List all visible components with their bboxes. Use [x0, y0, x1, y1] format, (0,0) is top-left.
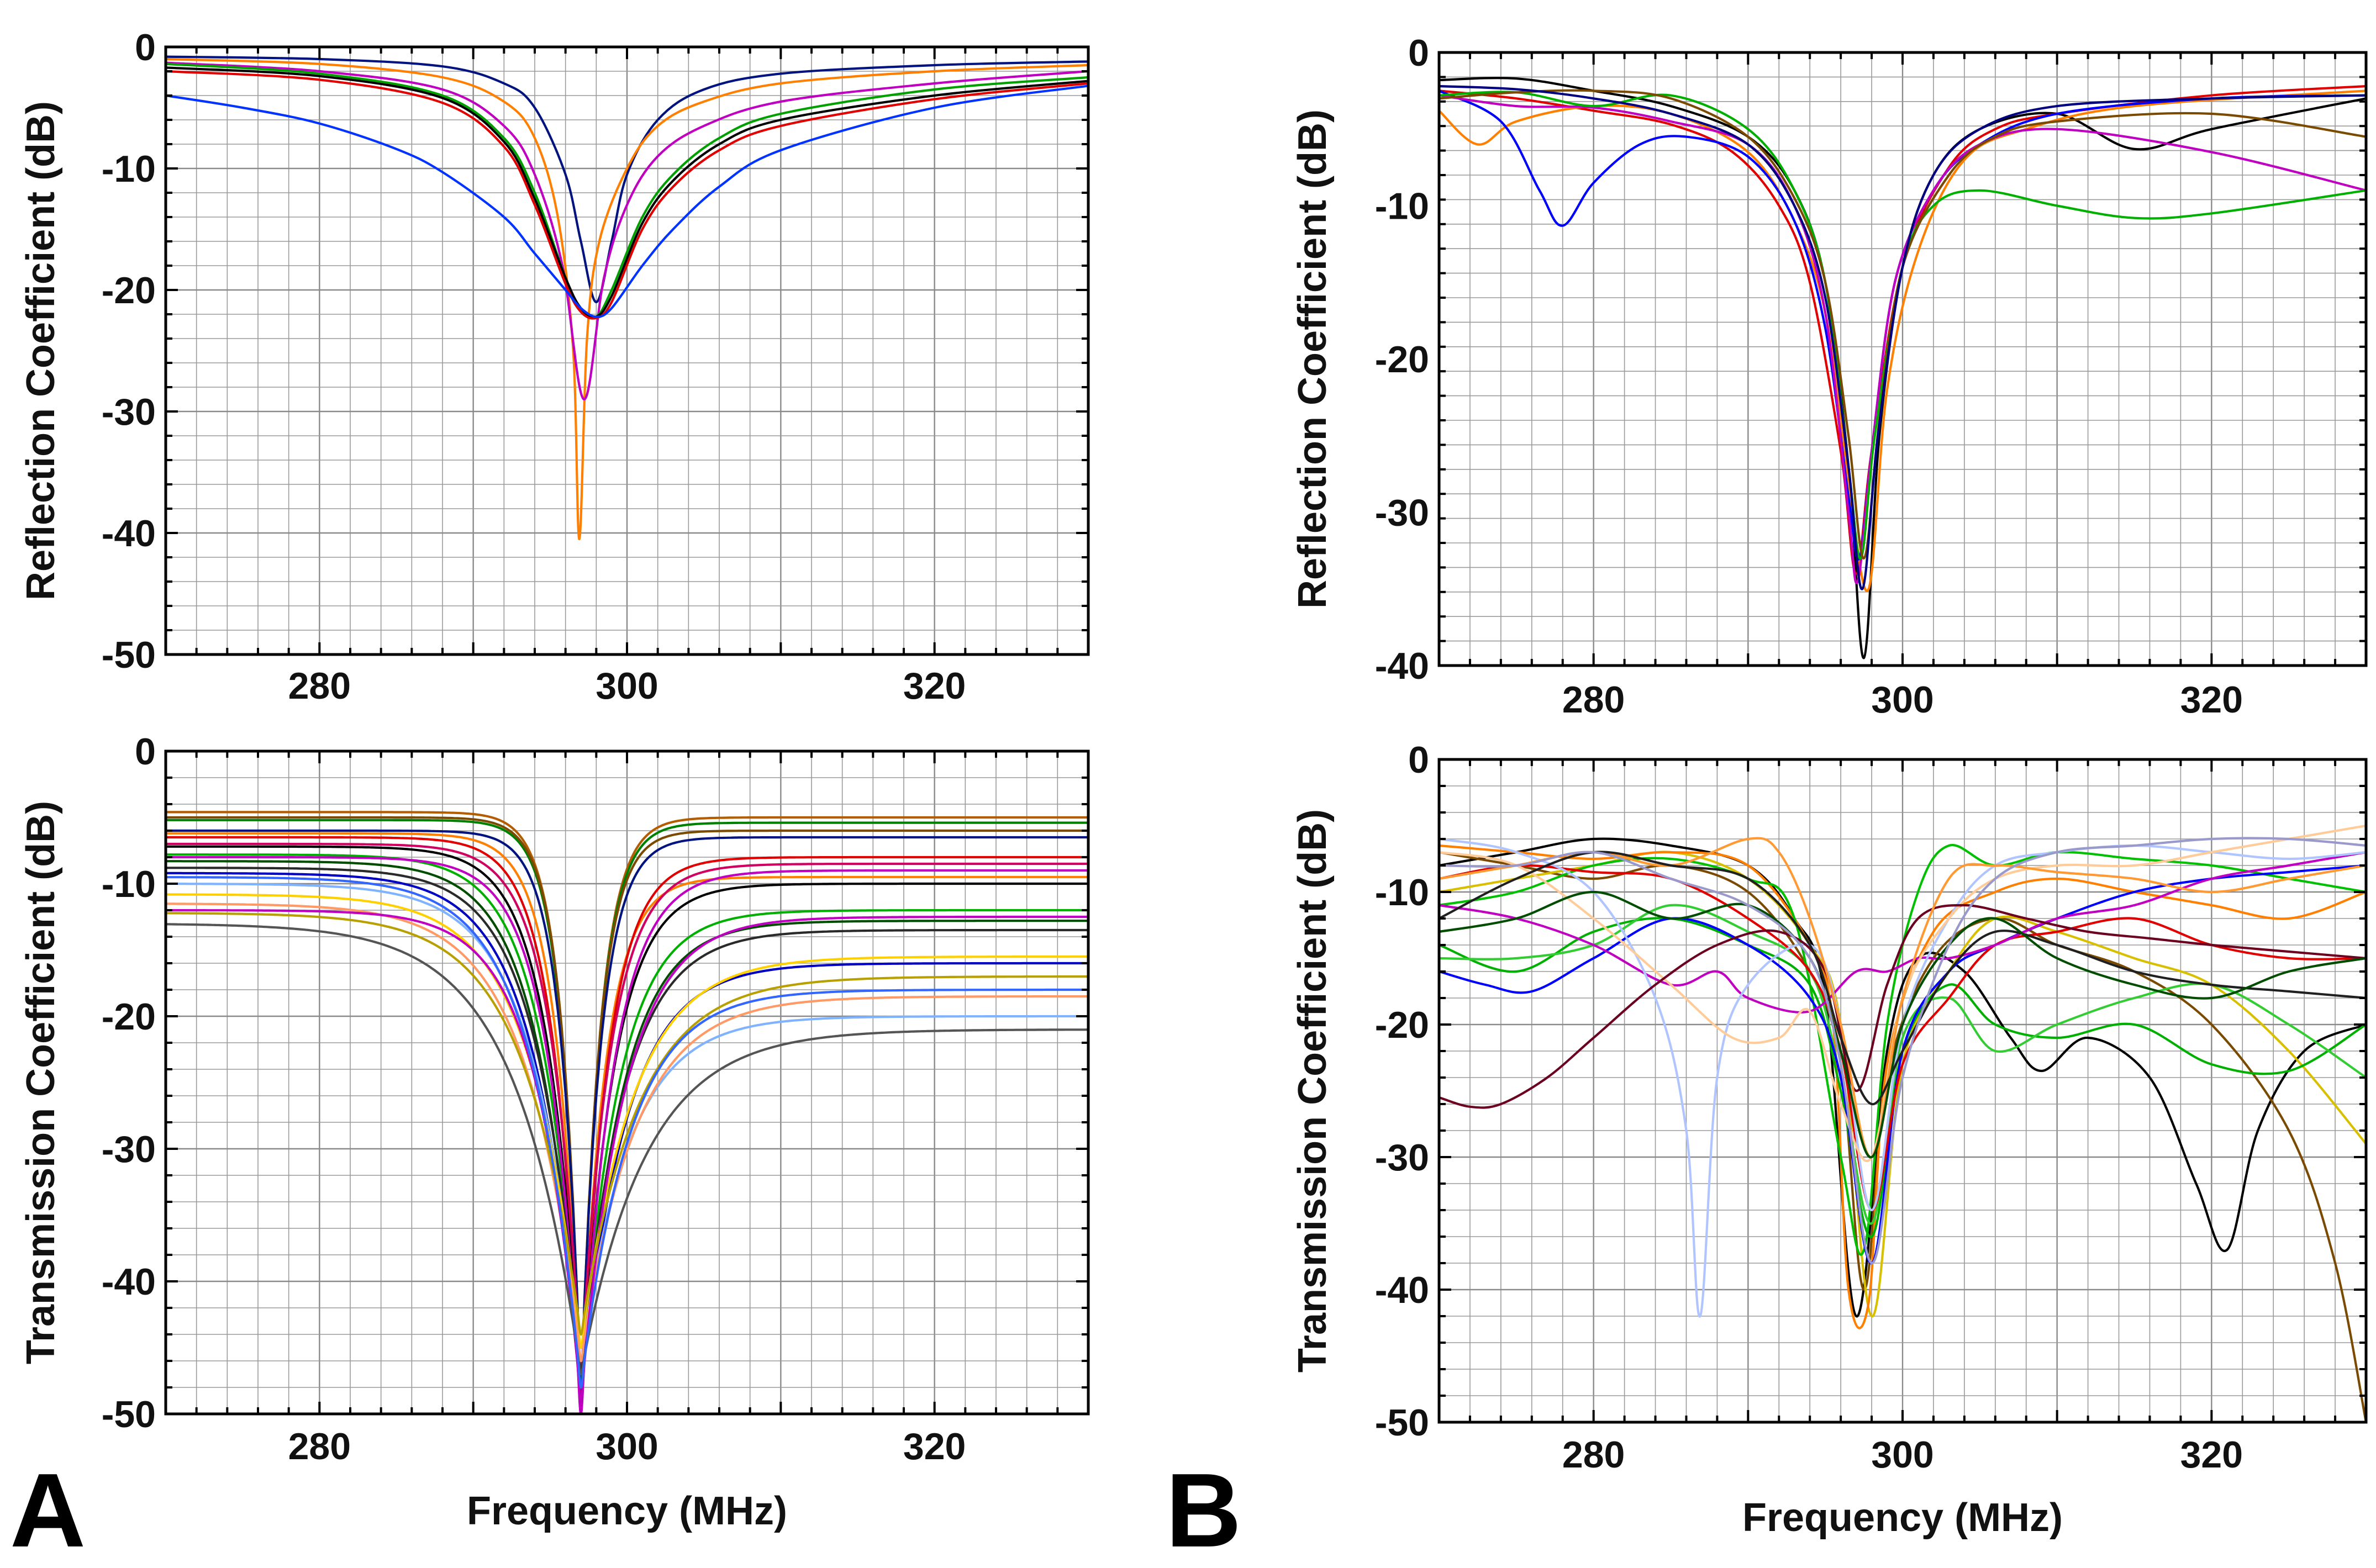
y-axis-label: Transmission Coefficient (dB): [19, 801, 63, 1364]
series-line-9: [166, 856, 1088, 1416]
series-group: [166, 55, 1088, 541]
series-line-1: [166, 819, 1088, 1416]
y-tick-label: -10: [102, 863, 156, 905]
series-line-16: [1439, 837, 2366, 1265]
series-line-5: [1439, 91, 2366, 560]
y-tick-label: -10: [1375, 186, 1429, 228]
panel-label-b: B: [1166, 1452, 1241, 1568]
y-tick-label: -40: [102, 513, 156, 555]
series-group: [1439, 77, 2366, 659]
chart-b-transmission: 0 -10 -20 -30 -40 -50 280 300 320 Transmission Co…: [1290, 739, 2368, 1540]
series-group: [166, 811, 1088, 1416]
x-tick-label: 300: [1871, 679, 1934, 721]
y-tick-label: -20: [1375, 1004, 1429, 1046]
y-axis-label: Reflection Coefficient (dB): [19, 101, 63, 600]
y-tick-label: -50: [1375, 1402, 1429, 1444]
series-group: [1439, 824, 2366, 1423]
grid: [1439, 52, 2366, 666]
series-line-8: [166, 853, 1088, 1389]
x-tick-label: 320: [903, 1426, 966, 1467]
series-line-14: [1439, 851, 2366, 1106]
y-tick-label: -40: [1375, 645, 1429, 687]
y-tick-label: -20: [102, 996, 156, 1038]
panel-label-a: A: [10, 1452, 86, 1568]
y-tick-label: -20: [1375, 339, 1429, 381]
series-line-0: [166, 55, 1088, 304]
series-line-4: [1439, 94, 2366, 584]
series-line-15: [166, 902, 1088, 1363]
y-tick-label: -10: [1375, 872, 1429, 914]
x-tick-label: 320: [903, 665, 966, 707]
x-tick-label: 300: [596, 1426, 658, 1467]
x-axis-label: Frequency (MHz): [1742, 1496, 2063, 1540]
y-tick-label: -30: [1375, 492, 1429, 534]
series-line-14: [166, 893, 1088, 1349]
x-tick-label: 280: [1562, 1434, 1625, 1476]
series-line-4: [1439, 843, 2366, 1256]
series-line-0: [1439, 77, 2366, 659]
series-line-7: [166, 845, 1088, 1402]
series-line-6: [1439, 89, 2366, 559]
series-line-10: [166, 860, 1088, 1402]
y-tick-label: -30: [1375, 1137, 1429, 1179]
series-line-17: [166, 912, 1088, 1336]
y-tick-label: -10: [102, 148, 156, 190]
y-tick-label: -50: [102, 634, 156, 676]
y-tick-label: -40: [102, 1261, 156, 1303]
y-tick-label: 0: [1408, 739, 1429, 781]
series-line-4: [166, 829, 1088, 1389]
x-tick-label: 280: [288, 665, 351, 707]
series-line-5: [1439, 917, 2366, 1238]
y-tick-label: -40: [1375, 1269, 1429, 1311]
y-tick-label: -50: [102, 1393, 156, 1435]
series-line-16: [166, 909, 1088, 1402]
x-tick-label: 300: [1871, 1434, 1934, 1476]
series-line-2: [166, 816, 1088, 1402]
x-tick-label: 300: [596, 665, 658, 707]
y-axis-label: Reflection Coefficient (dB): [1290, 109, 1335, 609]
series-line-5: [166, 836, 1088, 1416]
x-tick-label: 320: [2180, 1434, 2243, 1476]
series-line-18: [166, 923, 1088, 1376]
chart-a-transmission: 0 -10 -20 -30 -40 -50 280 300 320 Transmission Co…: [19, 731, 1090, 1533]
y-tick-label: 0: [135, 731, 156, 773]
y-tick-label: -30: [102, 1128, 156, 1170]
x-tick-label: 280: [288, 1426, 351, 1467]
series-line-6: [166, 842, 1088, 1376]
series-line-19: [166, 876, 1088, 1389]
grid: [166, 47, 1088, 654]
series-line-6: [166, 85, 1088, 318]
x-axis-label: Frequency (MHz): [467, 1489, 787, 1533]
y-tick-label: -20: [102, 270, 156, 312]
series-line-3: [166, 832, 1088, 1402]
y-tick-label: 0: [1408, 32, 1429, 74]
y-tick-label: 0: [135, 27, 156, 68]
x-tick-label: 320: [2180, 679, 2243, 721]
series-line-15: [1439, 890, 2366, 1159]
series-line-1: [166, 57, 1088, 541]
grid: [1439, 759, 2366, 1422]
series-line-9: [1439, 851, 2366, 1013]
series-line-2: [166, 61, 1088, 401]
chart-b-reflection: 0 -10 -20 -30 -40 280 300 320 Reflection Coeffic…: [1290, 32, 2368, 721]
chart-a-reflection: 0 -10 -20 -30 -40 -50 280 300 320 Reflection Coef…: [19, 27, 1090, 707]
series-line-7: [1439, 85, 2366, 590]
y-axis-label: Transmission Coefficient (dB): [1290, 809, 1335, 1372]
series-line-5: [166, 70, 1088, 320]
x-tick-label: 280: [1562, 679, 1625, 721]
y-tick-label: -30: [102, 391, 156, 433]
